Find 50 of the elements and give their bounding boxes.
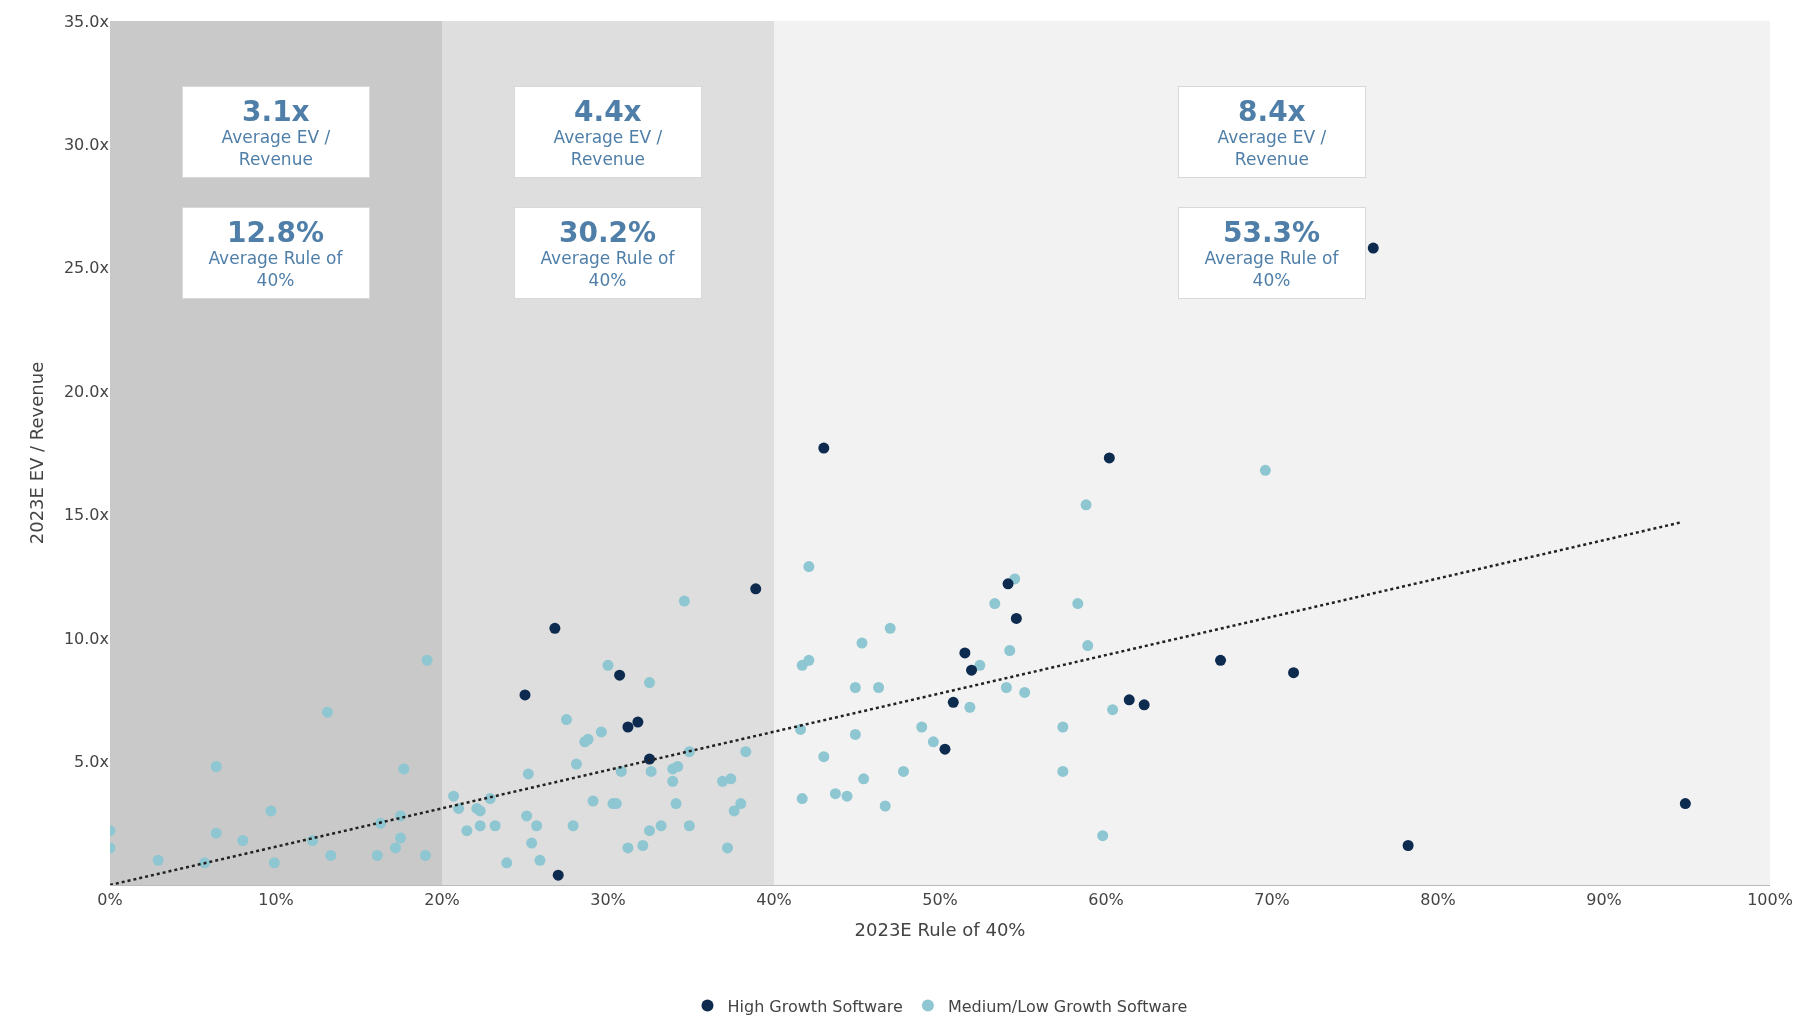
x-tick-label: 10%: [258, 890, 294, 910]
x-tick-label: 80%: [1420, 890, 1456, 910]
y-tick-label: 10.0x: [63, 628, 109, 648]
y-tick-label: 25.0x: [63, 258, 109, 278]
annotation: 8.4x Average EV / Revenue: [1217, 95, 1327, 170]
point: [959, 647, 971, 659]
point: [1402, 840, 1414, 851]
annotation: 53.3% Average Rule of 40%: [1204, 216, 1340, 291]
point: [1010, 612, 1022, 624]
annotation: 12.8% Average Rule of 40%: [208, 216, 344, 291]
legend-label: Medium/Low Growth Software: [947, 996, 1188, 1016]
point: [1103, 452, 1115, 464]
point: [947, 696, 959, 708]
point: [1215, 654, 1227, 666]
point: [939, 743, 951, 755]
point: [552, 869, 564, 881]
y-axis-title: 2023E EV / Revenue: [26, 361, 48, 545]
y-tick-label: 5.0x: [74, 752, 109, 772]
annotation: 3.1x Average EV / Revenue: [221, 95, 331, 170]
x-tick-label: 50%: [922, 890, 958, 910]
point: [519, 689, 531, 701]
y-tick-label: 15.0x: [63, 505, 109, 525]
point: [614, 669, 626, 681]
point: [966, 664, 978, 676]
point: [549, 622, 561, 634]
y-tick-label: 35.0x: [63, 11, 109, 31]
x-tick-label: 60%: [1088, 890, 1124, 910]
x-tick-label: 0%: [97, 890, 123, 910]
x-axis-title: 2023E Rule of 40%: [854, 919, 1026, 941]
y-tick-label: 20.0x: [63, 381, 109, 401]
point: [1679, 798, 1691, 810]
point: [750, 583, 762, 595]
point: [1288, 667, 1300, 679]
x-tick-label: 40%: [756, 890, 792, 910]
legend-label: High Growth Software: [727, 996, 903, 1016]
point: [818, 442, 830, 454]
x-tick-label: 20%: [424, 890, 460, 910]
y-tick-label: 30.0x: [63, 135, 109, 155]
point: [1138, 699, 1150, 711]
x-tick-label: 70%: [1254, 890, 1290, 910]
point: [632, 716, 644, 728]
x-tick-label: 100%: [1747, 890, 1793, 910]
annotation: 4.4x Average EV / Revenue: [553, 95, 663, 170]
point: [1367, 242, 1379, 254]
x-tick-label: 90%: [1586, 890, 1622, 910]
annotation: 30.2% Average Rule of 40%: [540, 216, 676, 291]
point: [1123, 694, 1135, 706]
x-tick-label: 30%: [590, 890, 626, 910]
point: [622, 721, 634, 733]
point: [1002, 578, 1014, 590]
